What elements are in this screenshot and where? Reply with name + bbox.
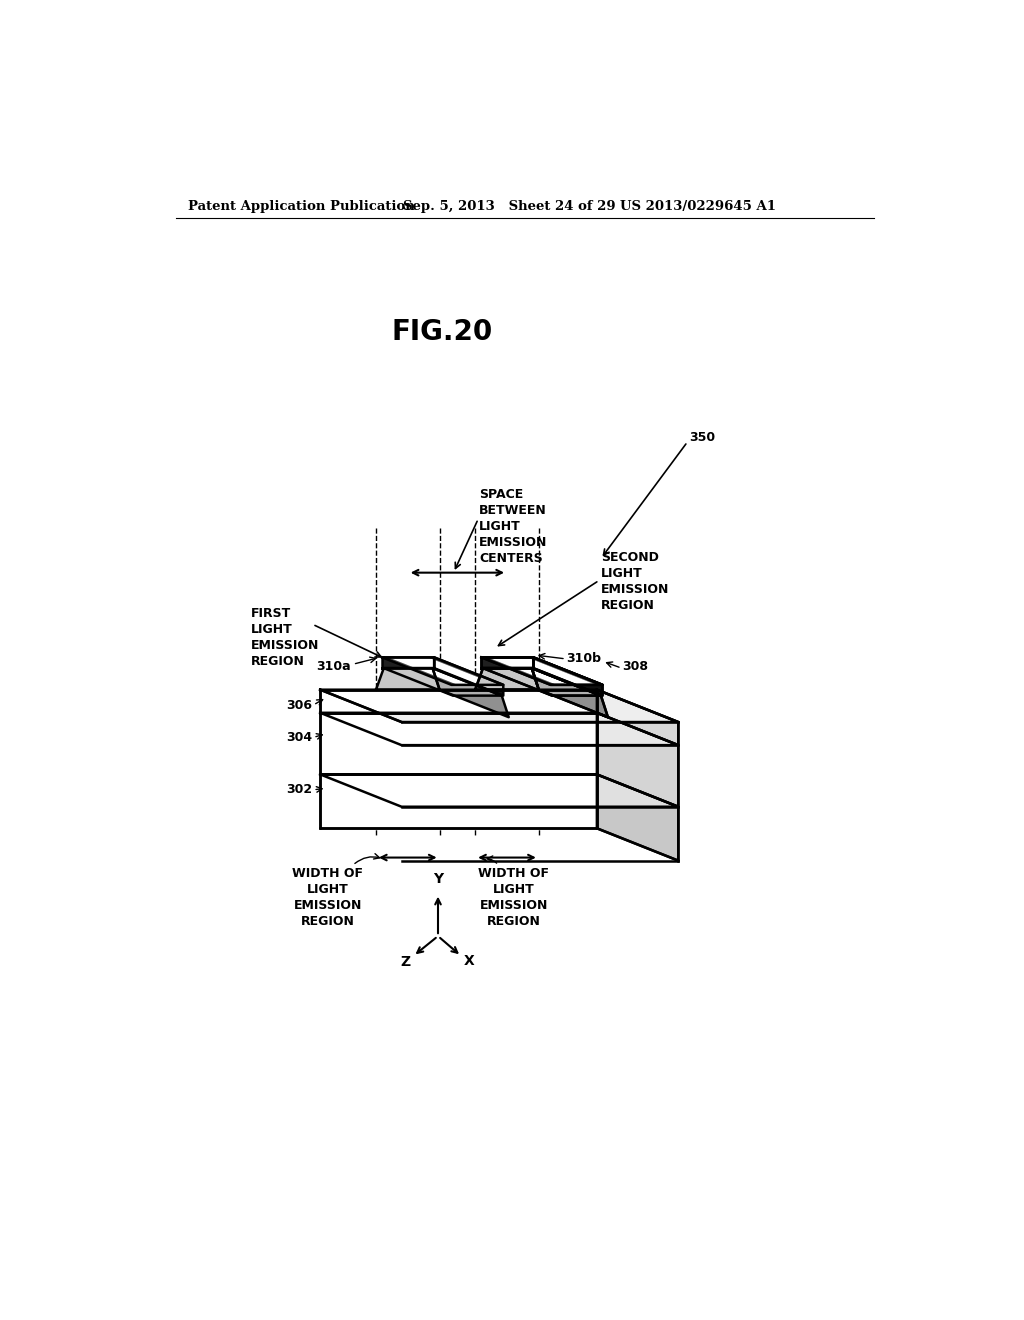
Polygon shape	[481, 657, 534, 668]
Text: SECOND
LIGHT
EMISSION
REGION: SECOND LIGHT EMISSION REGION	[601, 552, 669, 612]
Polygon shape	[384, 668, 502, 696]
Polygon shape	[434, 657, 503, 696]
Text: US 2013/0229645 A1: US 2013/0229645 A1	[621, 199, 776, 213]
Polygon shape	[321, 775, 597, 829]
Polygon shape	[483, 668, 601, 696]
Text: SPACE
BETWEEN
LIGHT
EMISSION
CENTERS: SPACE BETWEEN LIGHT EMISSION CENTERS	[479, 488, 548, 565]
Polygon shape	[321, 689, 678, 722]
Text: 310b: 310b	[566, 652, 601, 665]
Polygon shape	[483, 668, 601, 696]
Polygon shape	[321, 713, 678, 744]
Polygon shape	[382, 657, 503, 685]
Text: Y: Y	[433, 873, 443, 886]
Text: FIRST
LIGHT
EMISSION
REGION: FIRST LIGHT EMISSION REGION	[251, 607, 318, 668]
Text: Sep. 5, 2013   Sheet 24 of 29: Sep. 5, 2013 Sheet 24 of 29	[403, 199, 615, 213]
Polygon shape	[481, 657, 602, 685]
Text: Z: Z	[400, 956, 411, 969]
Polygon shape	[531, 668, 608, 717]
Polygon shape	[475, 668, 539, 689]
Text: 304: 304	[287, 731, 312, 744]
Text: WIDTH OF
LIGHT
EMISSION
REGION: WIDTH OF LIGHT EMISSION REGION	[293, 867, 364, 928]
Polygon shape	[534, 657, 602, 696]
Polygon shape	[481, 657, 602, 685]
Polygon shape	[534, 657, 602, 696]
Polygon shape	[487, 657, 596, 685]
Polygon shape	[321, 689, 597, 713]
Polygon shape	[597, 713, 678, 807]
Text: 350: 350	[689, 430, 715, 444]
Text: 310a: 310a	[316, 660, 351, 673]
Polygon shape	[531, 668, 608, 717]
Polygon shape	[481, 657, 534, 668]
Polygon shape	[487, 657, 596, 685]
Polygon shape	[321, 713, 597, 775]
Text: X: X	[464, 954, 474, 968]
Polygon shape	[597, 689, 678, 744]
Text: FIG.20: FIG.20	[391, 318, 493, 346]
Polygon shape	[475, 668, 539, 689]
Text: 306: 306	[287, 698, 312, 711]
Polygon shape	[388, 657, 497, 685]
Text: 302: 302	[287, 783, 312, 796]
Polygon shape	[597, 775, 678, 861]
Polygon shape	[321, 775, 678, 807]
Polygon shape	[382, 657, 434, 668]
Polygon shape	[376, 668, 439, 689]
Text: Patent Application Publication: Patent Application Publication	[188, 199, 415, 213]
Polygon shape	[432, 668, 509, 717]
Text: 308: 308	[623, 660, 648, 673]
Text: WIDTH OF
LIGHT
EMISSION
REGION: WIDTH OF LIGHT EMISSION REGION	[478, 867, 550, 928]
